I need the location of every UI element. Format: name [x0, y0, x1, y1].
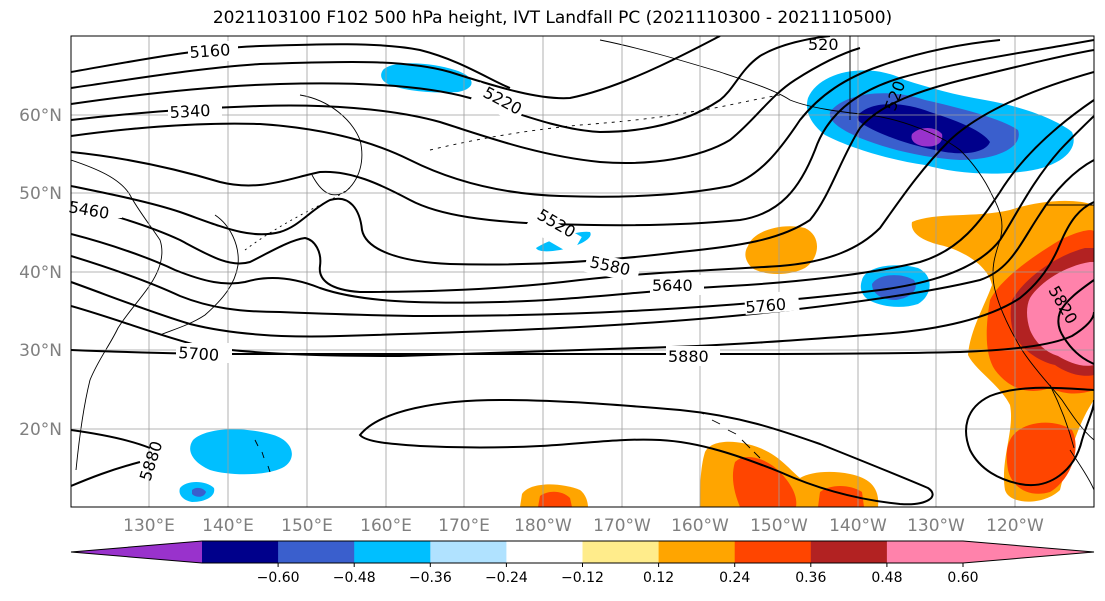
colorbar-segment — [886, 541, 964, 563]
colorbar-segment — [734, 541, 812, 563]
contour-5880-main — [71, 311, 1094, 356]
colorbar-extend-max — [963, 541, 1094, 563]
contour-5760 — [71, 159, 1094, 338]
coastline-aleutians — [429, 94, 781, 151]
label-bg — [666, 346, 720, 366]
label-bg — [583, 252, 641, 283]
colorbar-segment — [278, 541, 355, 563]
label-bg — [188, 41, 238, 61]
longitude-labels: 130°E 140°E 150°E 160°E 170°E 180°W 170°… — [123, 516, 1044, 536]
colorbar-segment — [506, 541, 583, 563]
colorbar-tick-label: 0.60 — [947, 570, 978, 586]
contour-5400 — [71, 39, 1001, 198]
colorbar-tick-label: 0.12 — [643, 570, 674, 586]
ivt-blob-alaska-purple — [911, 128, 943, 147]
lon-label: 130°E — [123, 516, 175, 536]
map-area: 5160 5220 5340 5460 5520 5580 5640 5760 … — [66, 35, 1095, 508]
contour-5220 — [71, 36, 721, 100]
ivt-blob-mid-orange — [745, 226, 818, 274]
lat-label: 60°N — [19, 106, 62, 126]
map-frame — [70, 35, 1095, 508]
lat-label: 30°N — [19, 341, 62, 361]
contour-5820b — [1057, 279, 1094, 365]
colorbar-segment — [202, 541, 279, 563]
colorbar-segment — [810, 541, 888, 563]
colorbar-tick-label: −0.60 — [257, 570, 300, 586]
colorbar-segment — [658, 541, 736, 563]
colorbar-segment — [354, 541, 431, 563]
label-bg — [744, 290, 800, 315]
lat-label: 40°N — [19, 263, 62, 283]
label-bg — [470, 82, 526, 125]
ivt-blob-westcoast-pink — [1027, 262, 1094, 366]
lon-label: 160°W — [671, 516, 729, 536]
lon-label: 130°W — [907, 516, 965, 536]
colorbar-tick-label: −0.12 — [561, 570, 604, 586]
contour-labels: 5160 5220 5340 5460 5520 5580 5640 5760 … — [66, 35, 1081, 483]
label-bg — [66, 198, 122, 218]
ivt-blob-dateline-red — [538, 491, 572, 507]
label-bg — [650, 275, 704, 295]
colorbar-tick-label: −0.24 — [485, 570, 528, 586]
label-bg — [168, 102, 222, 122]
contour-5880-loop — [358, 398, 934, 506]
coastline-asia — [71, 159, 163, 471]
latitude-labels: 60°N 50°N 40°N 30°N 20°N — [19, 106, 62, 440]
contour-label: 5340 — [169, 101, 211, 122]
contour-label: 5880 — [668, 347, 709, 366]
colorbar-tick-label: 0.48 — [871, 570, 902, 586]
contour-label: 5640 — [652, 276, 693, 295]
contour-5640 — [71, 99, 1094, 304]
contour-label: 5760 — [745, 295, 787, 317]
lat-label: 50°N — [19, 184, 62, 204]
colorbar-tick-label: −0.48 — [333, 570, 376, 586]
contour-5880-east — [965, 386, 1094, 487]
ivt-blob-marianas-sky — [190, 429, 292, 475]
lon-label: 150°E — [281, 516, 333, 536]
lon-label: 140°E — [202, 516, 254, 536]
colorbar: −0.60 −0.48 −0.36 −0.24 −0.12 0.12 0.24 0.36 0.4… — [70, 540, 1095, 586]
label-bg — [525, 209, 582, 255]
contour-5880-west — [71, 429, 151, 487]
lon-label: 170°E — [438, 516, 490, 536]
ivt-blob-ok-sky — [381, 63, 472, 93]
ivt-blob-small-royal — [192, 487, 206, 497]
lon-label: 150°W — [750, 516, 808, 536]
contour-5340 — [71, 47, 861, 165]
contour-5160 — [71, 43, 511, 89]
coastline-baja — [1049, 384, 1075, 449]
lon-label: 160°E — [360, 516, 412, 536]
lon-label: 170°W — [593, 516, 651, 536]
contour-5280 — [71, 36, 831, 134]
colorbar-segment — [430, 541, 507, 563]
contour-label: 520 — [808, 35, 839, 54]
colorbar-tick-label: −0.36 — [409, 570, 452, 586]
coastline-marianas — [254, 439, 271, 473]
colorbar-ticks: −0.60 −0.48 −0.36 −0.24 −0.12 0.12 0.24 0.36 0.4… — [257, 563, 979, 586]
colorbar-tick-label: 0.24 — [719, 570, 750, 586]
ivt-blob-hawaii-red — [732, 456, 797, 507]
coastline-japan — [159, 214, 239, 336]
contour-label: 5160 — [189, 40, 231, 62]
colorbar-segment — [582, 541, 660, 563]
colorbar-tick-label: 0.36 — [795, 570, 826, 586]
map-title: 2021103100 F102 500 hPa height, IVT Land… — [212, 8, 893, 28]
contour-5700 — [71, 115, 1094, 318]
lon-label: 180°W — [514, 516, 572, 536]
lon-label: 140°W — [829, 516, 887, 536]
contour-5520 — [71, 49, 1094, 266]
lat-label: 20°N — [19, 420, 62, 440]
lon-label: 120°W — [986, 516, 1044, 536]
colorbar-segments — [70, 540, 1095, 564]
coastline-mexico — [1069, 449, 1094, 491]
colorbar-outline — [70, 540, 1095, 564]
contour-label: 5700 — [178, 343, 220, 365]
colorbar-extend-min — [71, 541, 202, 563]
coastline-kurils — [244, 185, 353, 251]
contour-5580 — [71, 71, 1094, 294]
coastline-alaska — [599, 39, 993, 196]
label-bg — [176, 343, 232, 363]
